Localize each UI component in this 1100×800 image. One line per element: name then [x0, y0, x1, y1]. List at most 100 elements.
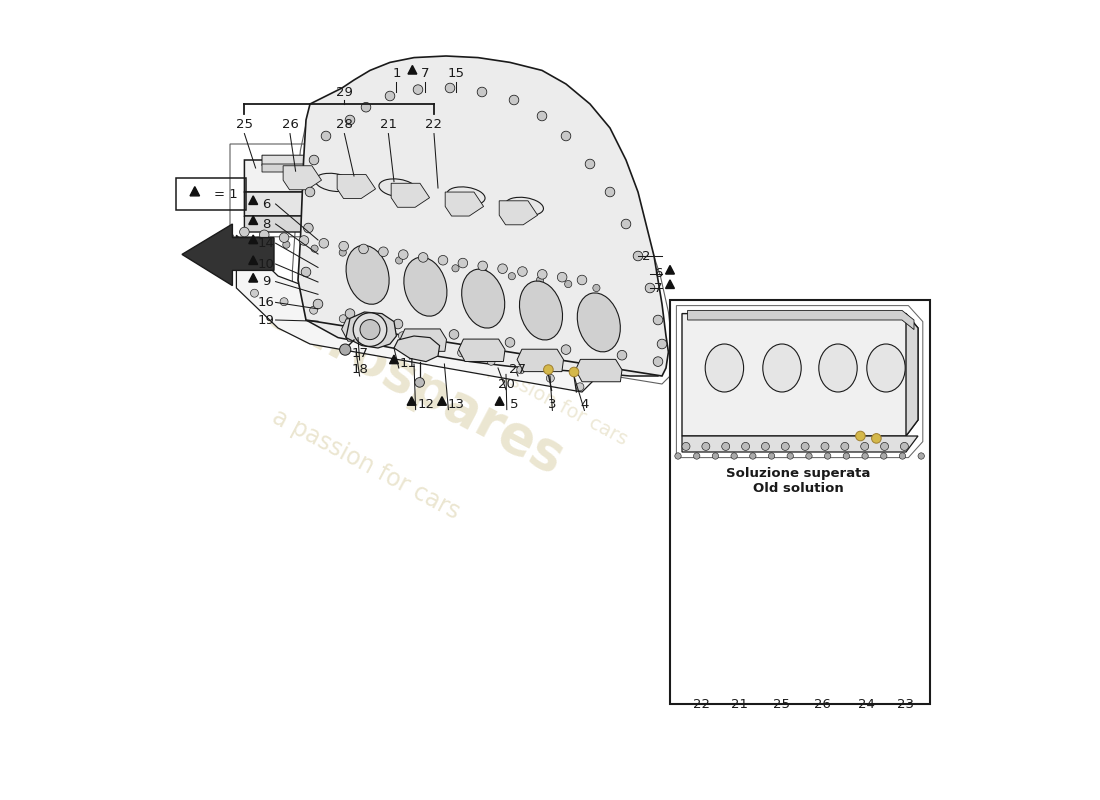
Circle shape: [569, 367, 579, 377]
Circle shape: [458, 258, 468, 268]
Text: 29: 29: [336, 86, 353, 98]
Text: 5: 5: [509, 398, 518, 411]
Circle shape: [367, 253, 374, 260]
Circle shape: [578, 275, 586, 285]
Text: 10: 10: [257, 258, 274, 270]
Circle shape: [414, 85, 422, 94]
Text: 13: 13: [448, 398, 465, 411]
Circle shape: [240, 227, 250, 237]
Text: 6: 6: [262, 198, 271, 210]
Text: 11: 11: [400, 357, 417, 370]
Text: 15: 15: [447, 67, 464, 80]
Circle shape: [564, 281, 572, 288]
Circle shape: [646, 283, 654, 293]
Polygon shape: [182, 224, 274, 286]
Circle shape: [498, 264, 507, 274]
Text: 2: 2: [642, 250, 650, 262]
Polygon shape: [438, 397, 447, 406]
Polygon shape: [575, 359, 622, 382]
Ellipse shape: [353, 313, 387, 346]
Text: a passion for cars: a passion for cars: [718, 522, 846, 598]
Circle shape: [452, 265, 459, 272]
Circle shape: [458, 349, 465, 357]
Polygon shape: [688, 310, 914, 330]
Ellipse shape: [762, 344, 801, 392]
Polygon shape: [682, 314, 918, 436]
Circle shape: [301, 267, 311, 277]
Circle shape: [279, 233, 289, 242]
Circle shape: [844, 453, 849, 459]
Circle shape: [657, 339, 667, 349]
Circle shape: [361, 102, 371, 112]
Circle shape: [761, 442, 769, 450]
Circle shape: [543, 365, 553, 374]
Polygon shape: [499, 201, 538, 225]
Circle shape: [283, 241, 290, 248]
Circle shape: [314, 299, 322, 309]
Circle shape: [321, 131, 331, 141]
Circle shape: [359, 244, 369, 254]
Circle shape: [518, 266, 527, 276]
Text: 6: 6: [654, 267, 662, 280]
Circle shape: [825, 453, 830, 459]
Polygon shape: [407, 397, 416, 406]
Circle shape: [862, 453, 868, 459]
Circle shape: [860, 442, 869, 450]
Circle shape: [418, 253, 428, 262]
Circle shape: [424, 261, 431, 268]
Circle shape: [480, 269, 487, 276]
Polygon shape: [283, 166, 321, 190]
Circle shape: [537, 111, 547, 121]
Text: 21: 21: [379, 118, 397, 130]
Circle shape: [653, 315, 663, 325]
Text: eurospares: eurospares: [255, 283, 573, 485]
Circle shape: [768, 453, 774, 459]
Text: 23: 23: [898, 698, 914, 710]
Ellipse shape: [346, 246, 389, 304]
Ellipse shape: [578, 293, 620, 352]
Polygon shape: [682, 436, 918, 452]
Circle shape: [299, 236, 309, 246]
Text: 3: 3: [548, 398, 557, 411]
Circle shape: [593, 285, 600, 292]
Text: 25: 25: [235, 118, 253, 130]
Polygon shape: [394, 336, 440, 362]
Ellipse shape: [315, 174, 353, 191]
Circle shape: [682, 442, 690, 450]
Polygon shape: [517, 350, 563, 372]
Text: 18: 18: [351, 363, 369, 376]
Text: = 1: = 1: [214, 188, 238, 201]
Circle shape: [319, 238, 329, 248]
Circle shape: [345, 115, 355, 125]
Text: 25: 25: [773, 698, 791, 710]
Polygon shape: [249, 235, 257, 244]
Circle shape: [251, 289, 258, 297]
Circle shape: [438, 255, 448, 265]
Circle shape: [505, 338, 515, 347]
Text: 26: 26: [814, 698, 830, 710]
Ellipse shape: [705, 344, 744, 392]
Circle shape: [339, 249, 346, 256]
Circle shape: [305, 187, 315, 197]
Circle shape: [561, 131, 571, 141]
Text: 1: 1: [392, 67, 400, 80]
Circle shape: [786, 453, 793, 459]
Circle shape: [538, 270, 547, 279]
Circle shape: [693, 453, 700, 459]
Ellipse shape: [818, 344, 857, 392]
Polygon shape: [666, 266, 674, 274]
Text: 28: 28: [336, 118, 353, 130]
Ellipse shape: [519, 281, 562, 340]
Polygon shape: [190, 186, 199, 196]
Polygon shape: [249, 256, 257, 265]
Circle shape: [617, 350, 627, 360]
Circle shape: [368, 323, 377, 331]
Circle shape: [304, 223, 313, 233]
Circle shape: [428, 340, 436, 348]
Circle shape: [415, 378, 425, 387]
Polygon shape: [495, 397, 504, 406]
Circle shape: [547, 374, 554, 382]
Text: 4: 4: [580, 398, 588, 411]
Circle shape: [340, 344, 351, 355]
Circle shape: [508, 273, 516, 280]
